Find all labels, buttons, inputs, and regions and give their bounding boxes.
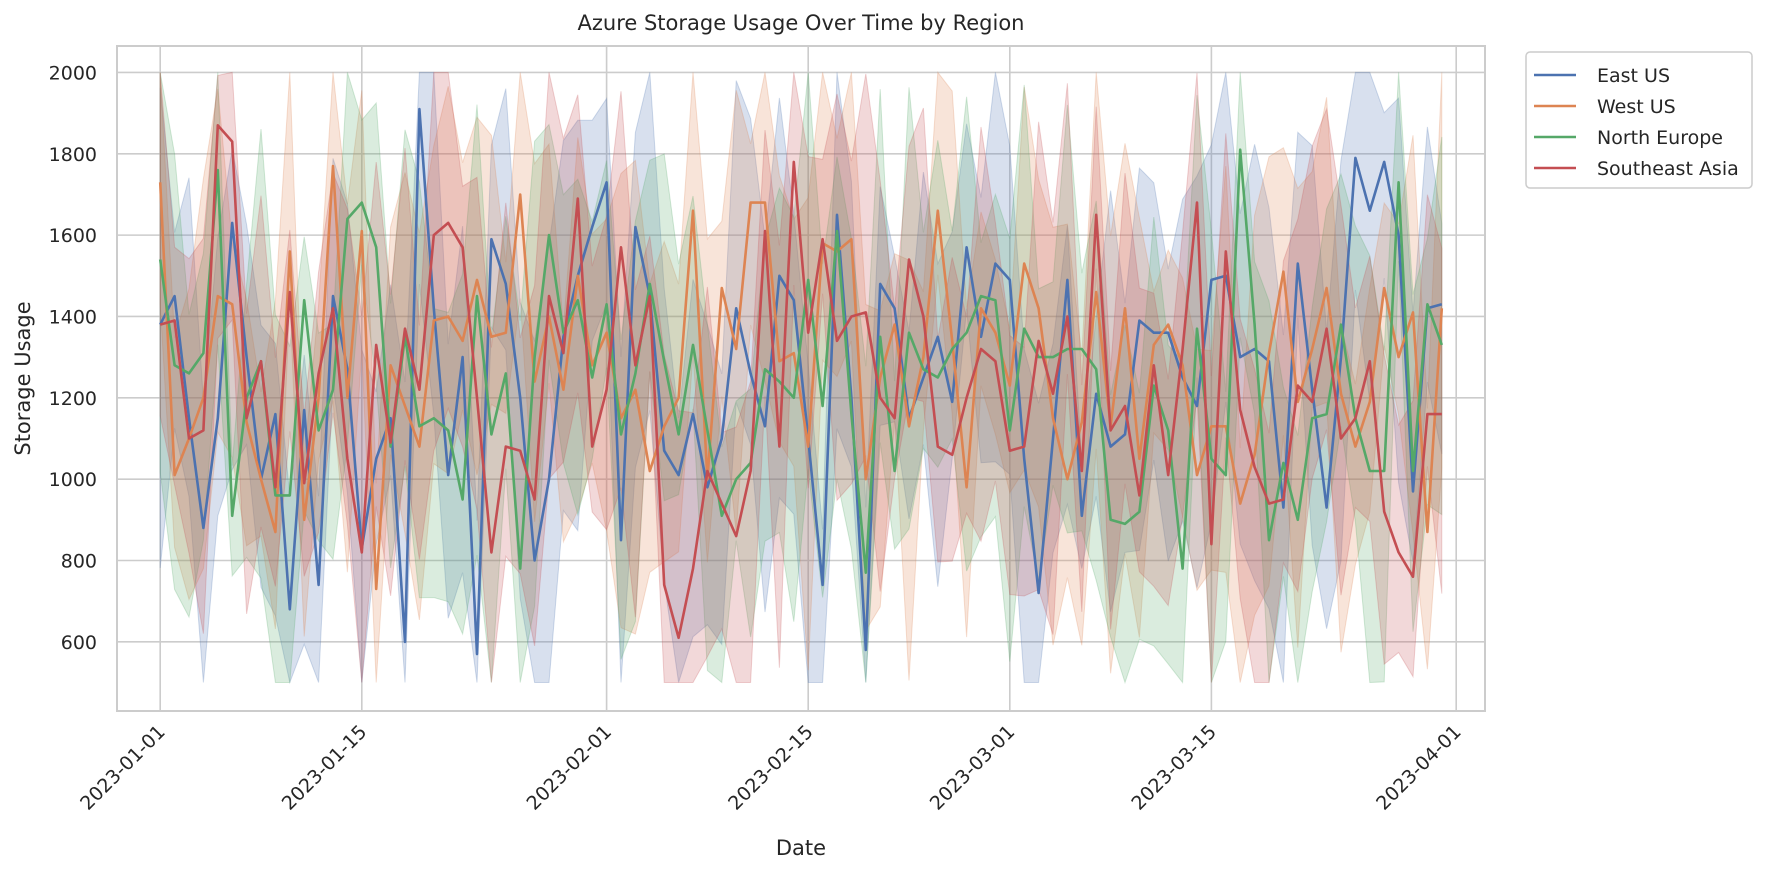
y-tick-label: 1400 (49, 306, 97, 328)
x-tick-label: 2023-03-01 (926, 721, 1020, 815)
plot-frame (116, 45, 1486, 712)
x-tick-label: 2023-01-15 (278, 721, 372, 815)
x-tick-label: 2023-02-01 (522, 721, 616, 815)
x-tick-label: 2023-01-01 (76, 721, 170, 815)
x-tick-label: 2023-03-15 (1127, 721, 1221, 815)
y-tick-label: 2000 (49, 62, 97, 84)
y-tick-label: 1200 (49, 388, 97, 410)
chart-title: Azure Storage Usage Over Time by Region (578, 11, 1025, 35)
x-axis-label: Date (776, 836, 826, 860)
series-line-southeast-asia (159, 124, 1442, 640)
y-tick-label: 800 (61, 551, 97, 573)
series-lines (158, 107, 1444, 656)
y-axis-label: Storage Usage (11, 301, 35, 455)
y-tick-label: 1000 (49, 469, 97, 491)
legend-box (1525, 51, 1753, 189)
y-tick-label: 600 (61, 632, 97, 654)
legend-label: East US (1597, 65, 1670, 87)
y-tick-label: 1600 (49, 225, 97, 247)
x-tick-label: 2023-04-01 (1372, 721, 1466, 815)
legend-label: West US (1597, 96, 1676, 118)
x-tick-label: 2023-02-15 (724, 721, 818, 815)
y-axis-ticks: 600 800 1000 1200 1400 1600 1800 2000 (49, 62, 97, 653)
series-line-north-europe (158, 148, 1444, 575)
legend-label: North Europe (1597, 127, 1723, 149)
legend-label: Southeast Asia (1597, 158, 1739, 180)
x-axis-ticks: 2023-01-01 2023-01-15 2023-02-01 2023-02-15… (76, 721, 1466, 815)
y-tick-label: 1800 (49, 144, 97, 166)
legend: East US West US North Europe Southeast Asia (1525, 51, 1753, 189)
